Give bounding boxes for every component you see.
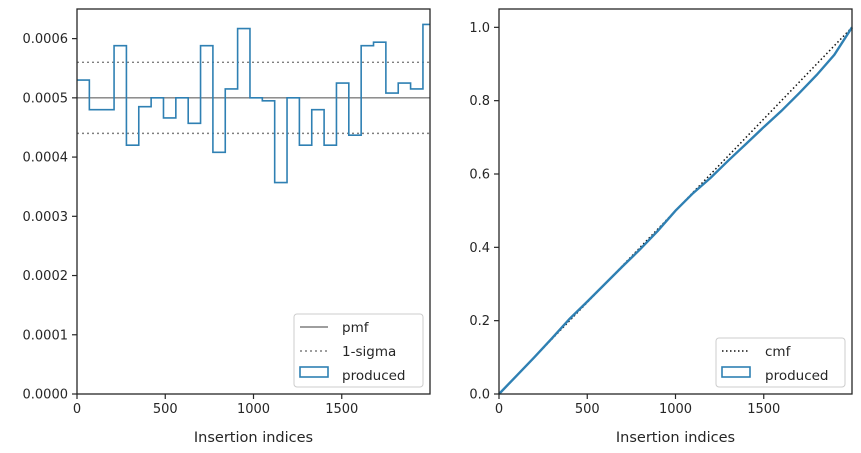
x-tick-label: 0 bbox=[73, 402, 81, 417]
histogram-x-axis-label: Insertion indices bbox=[194, 430, 313, 446]
histogram-legend-box bbox=[293, 313, 424, 388]
legend-produced-label: produced bbox=[765, 368, 829, 384]
legend-pmf-label: pmf bbox=[342, 320, 370, 336]
y-tick-label: 0.6 bbox=[469, 168, 490, 183]
histogram-x-ticks: 0 500 1000 1500 bbox=[73, 394, 358, 417]
y-tick-label: 0.0001 bbox=[23, 328, 69, 343]
histogram-y-ticks: 0.0000 0.0001 0.0002 0.0003 0.0004 0.0005 0.00… bbox=[23, 32, 77, 403]
cmf-y-ticks: 0.0 0.2 0.4 0.6 0.8 1.0 bbox=[469, 21, 499, 403]
histogram-legend: pmf 1-sigma produced bbox=[293, 313, 424, 388]
y-tick-label: 0.0 bbox=[469, 388, 490, 403]
y-tick-label: 0.0004 bbox=[23, 151, 69, 166]
x-tick-label: 0 bbox=[495, 402, 503, 417]
cmf-panel: 0 500 1000 1500 0.0 0.2 0.4 0.6 0.8 1.0 Insertio… bbox=[469, 8, 854, 446]
x-tick-label: 1000 bbox=[659, 402, 692, 417]
produced-histogram bbox=[77, 23, 430, 184]
y-tick-label: 0.4 bbox=[469, 241, 490, 256]
cmf-x-ticks: 0 500 1000 1500 bbox=[495, 394, 780, 417]
cmf-axes-frame bbox=[498, 8, 853, 395]
x-tick-label: 500 bbox=[153, 402, 178, 417]
y-tick-label: 0.0005 bbox=[23, 91, 69, 106]
y-tick-label: 0.8 bbox=[469, 94, 490, 109]
legend-produced-swatch bbox=[721, 366, 751, 378]
cmf-legend-box bbox=[715, 337, 846, 388]
cmf-x-axis-label: Insertion indices bbox=[616, 430, 735, 446]
cmf-legend: cmf produced bbox=[715, 337, 846, 388]
x-tick-label: 1500 bbox=[325, 402, 358, 417]
produced-cumulative-line bbox=[498, 26, 854, 395]
x-tick-label: 1500 bbox=[747, 402, 780, 417]
legend-cmf-label: cmf bbox=[765, 344, 792, 360]
sigma-lines bbox=[77, 61, 430, 135]
legend-produced-swatch bbox=[299, 366, 329, 378]
y-tick-label: 1.0 bbox=[469, 21, 490, 36]
y-tick-label: 0.2 bbox=[469, 314, 490, 329]
y-tick-label: 0.0002 bbox=[23, 269, 69, 284]
y-tick-label: 0.0000 bbox=[23, 388, 69, 403]
x-tick-label: 1000 bbox=[237, 402, 270, 417]
y-tick-label: 0.0006 bbox=[23, 32, 69, 47]
histogram-panel: 0 500 1000 1500 0.00000.00010.00020.00030.0… bbox=[23, 8, 431, 446]
legend-produced-label: produced bbox=[342, 368, 406, 384]
legend-sigma-label: 1-sigma bbox=[342, 344, 396, 360]
x-tick-label: 500 bbox=[575, 402, 600, 417]
y-tick-label: 0.0003 bbox=[23, 210, 69, 225]
